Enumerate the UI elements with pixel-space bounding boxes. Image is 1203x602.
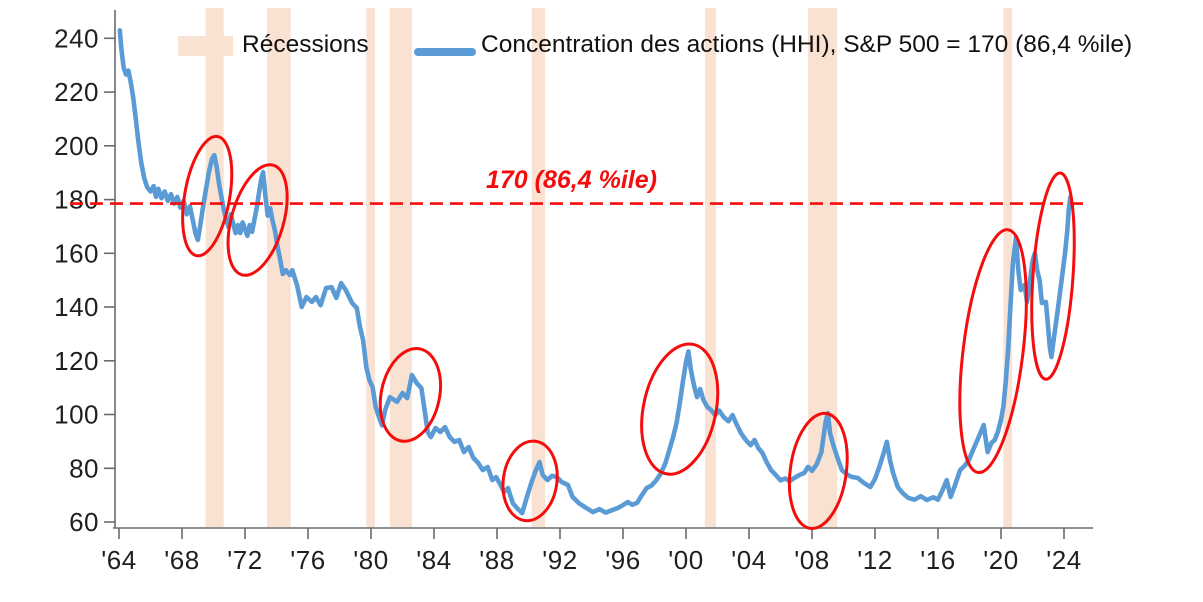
x-tick-label: '64 [101, 545, 136, 575]
y-tick-label: 120 [54, 346, 99, 376]
x-tick-label: '00 [668, 545, 703, 575]
recession-legend-swatch [178, 36, 233, 56]
x-tick-label: '72 [227, 545, 262, 575]
highlight-ellipse [1030, 171, 1076, 381]
recession-band [704, 8, 716, 527]
y-tick-label: 80 [69, 453, 99, 483]
y-tick-label: 140 [54, 292, 99, 322]
highlight-ellipse [958, 228, 1028, 475]
y-tick-label: 180 [54, 185, 99, 215]
x-tick-label: '80 [353, 545, 388, 575]
y-tick-label: 60 [69, 507, 99, 537]
y-tick-label: 160 [54, 238, 99, 268]
y-tick-label: 220 [54, 77, 99, 107]
x-tick-label: '24 [1046, 545, 1081, 575]
x-tick-label: '08 [794, 545, 829, 575]
highlight-ellipse [226, 163, 289, 277]
highlight-ellipse [501, 439, 559, 523]
y-tick-label: 200 [54, 131, 99, 161]
highlight-ellipse [181, 134, 234, 258]
x-tick-label: '20 [983, 545, 1018, 575]
y-tick-label: 240 [54, 23, 99, 53]
x-tick-label: '92 [542, 545, 577, 575]
highlight-ellipse [640, 342, 720, 476]
recession-band [531, 8, 546, 527]
recession-band [205, 8, 224, 527]
highlight-ellipse [787, 411, 849, 530]
x-tick-label: '88 [479, 545, 514, 575]
threshold-annotation: 170 (86,4 %ile) [486, 166, 657, 194]
x-tick-label: '96 [605, 545, 640, 575]
x-tick-label: '84 [416, 545, 451, 575]
recession-band [267, 8, 291, 527]
recession-legend-label: Récessions [242, 31, 369, 58]
x-tick-label: '04 [731, 545, 766, 575]
highlight-ellipse [378, 347, 442, 443]
x-tick-label: '68 [164, 545, 199, 575]
x-tick-label: '76 [290, 545, 325, 575]
series-legend-swatch [414, 48, 476, 56]
recession-band [389, 8, 412, 527]
recession-band [366, 8, 375, 527]
x-tick-label: '12 [857, 545, 892, 575]
series-legend-label: Concentration des actions (HHI), S&P 500… [481, 31, 1133, 58]
x-tick-label: '16 [920, 545, 955, 575]
recession-band [1003, 8, 1013, 527]
hhi-series-line [117, 27, 1075, 516]
y-tick-label: 100 [54, 400, 99, 430]
